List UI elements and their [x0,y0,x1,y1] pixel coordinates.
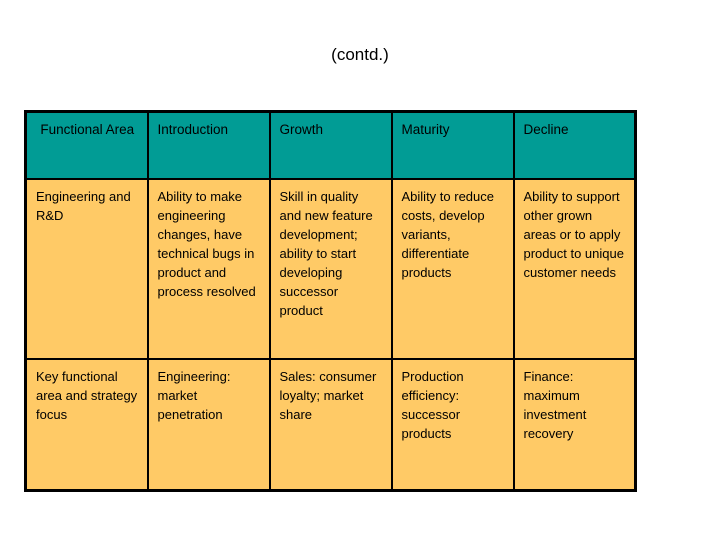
header-cell-growth: Growth [268,110,393,180]
table-row: Key functional area and strategy focus E… [24,357,637,492]
slide-title: (contd.) [331,45,389,64]
cell-row-label: Engineering and R&D [24,177,149,360]
cell-row-label: Key functional area and strategy focus [24,357,149,492]
cell-value: Finance: maximum investment recovery [512,357,637,492]
lifecycle-table: Functional Area Introduction Growth Matu… [24,110,637,492]
header-cell-maturity: Maturity [390,110,515,180]
cell-value: Sales: consumer loyalty; market share [268,357,393,492]
cell-value: Engineering: market penetration [146,357,271,492]
cell-value: Ability to make engineering changes, hav… [146,177,271,360]
table-header-row: Functional Area Introduction Growth Matu… [24,110,637,180]
cell-value: Skill in quality and new feature develop… [268,177,393,360]
header-cell-introduction: Introduction [146,110,271,180]
cell-value: Ability to reduce costs, develop variant… [390,177,515,360]
header-cell-decline: Decline [512,110,637,180]
header-cell-functional-area: Functional Area [24,110,149,180]
cell-value: Ability to support other grown areas or … [512,177,637,360]
cell-value: Production efficiency: successor product… [390,357,515,492]
table-row: Engineering and R&D Ability to make engi… [24,177,637,360]
